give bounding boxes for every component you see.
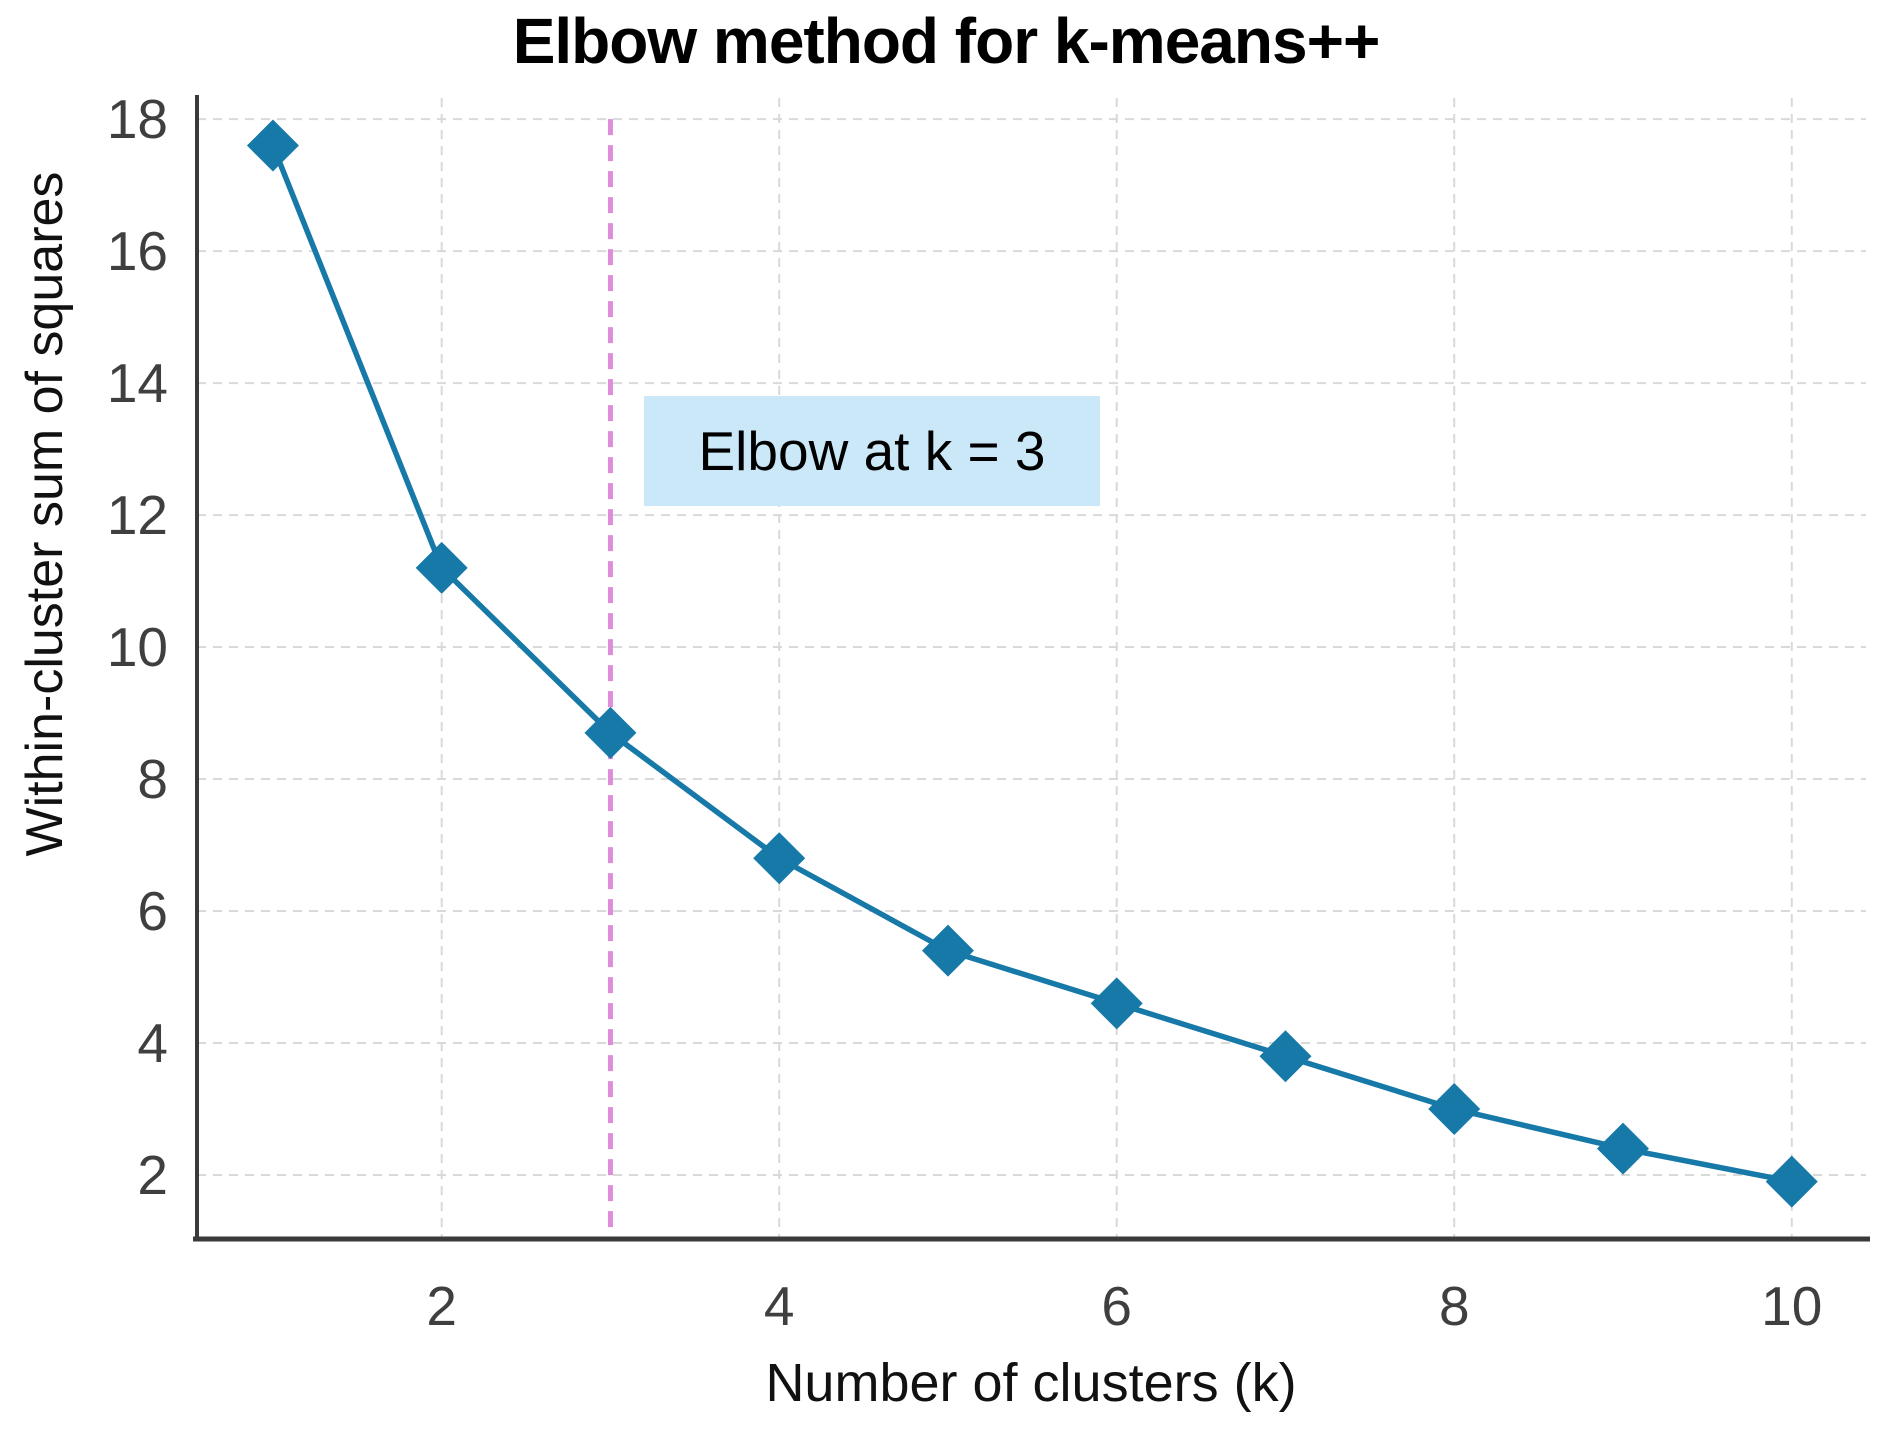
data-point-marker — [753, 832, 806, 885]
y-axis-title: Within-cluster sum of squares — [16, 171, 74, 857]
data-point-marker — [1765, 1155, 1818, 1208]
data-point-marker — [1428, 1082, 1481, 1135]
y-tick-label: 6 — [137, 880, 168, 942]
y-tick-label: 2 — [137, 1144, 168, 1206]
x-tick-label: 8 — [1439, 1275, 1470, 1337]
x-tick-label: 2 — [426, 1275, 457, 1337]
data-point-marker — [246, 119, 299, 172]
chart-title: Elbow method for k-means++ — [512, 5, 1381, 77]
y-tick-label: 18 — [107, 88, 168, 150]
y-tick-label: 14 — [107, 352, 168, 414]
data-point-marker — [584, 706, 637, 759]
data-point-marker — [1090, 977, 1143, 1030]
data-point-marker — [921, 924, 974, 977]
data-point-marker — [1596, 1122, 1649, 1175]
wcss-line — [270, 142, 1795, 1185]
y-tick-label: 10 — [107, 616, 168, 678]
data-point-marker — [415, 541, 468, 594]
y-tick-label: 16 — [107, 220, 168, 282]
y-tick-label: 12 — [107, 484, 168, 546]
x-tick-label: 4 — [764, 1275, 795, 1337]
y-tick-label: 4 — [137, 1012, 168, 1074]
x-axis-title: Number of clusters (k) — [765, 1353, 1297, 1413]
x-tick-label: 10 — [1761, 1275, 1822, 1337]
x-tick-label: 6 — [1101, 1275, 1132, 1337]
data-point-marker — [1259, 1030, 1312, 1083]
y-tick-label: 8 — [137, 748, 168, 810]
elbow-annotation: Elbow at k = 3 — [644, 396, 1100, 506]
